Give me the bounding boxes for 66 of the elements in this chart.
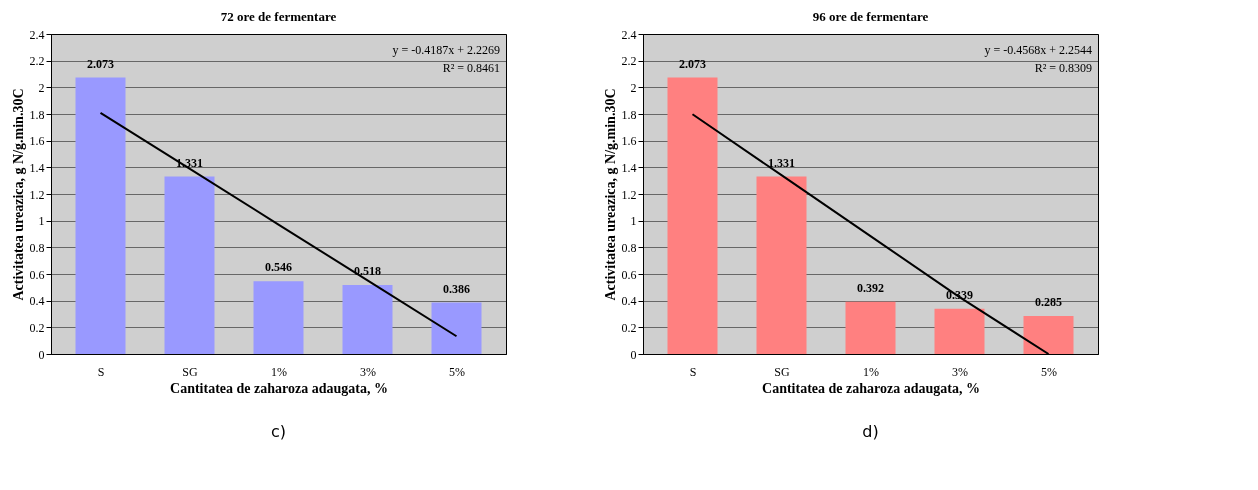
bar (164, 176, 215, 354)
y-tick-label: 0 (38, 347, 45, 362)
x-axis-title: Cantitatea de zaharoza adaugata, % (170, 380, 388, 396)
bar (756, 176, 807, 354)
data-label: 0.546 (265, 260, 292, 275)
data-label: 1.331 (768, 155, 795, 170)
y-tick-label: 2.2 (29, 54, 45, 69)
bar (342, 284, 393, 354)
x-tick-label: S (689, 364, 697, 379)
data-label: 2.073 (87, 56, 114, 71)
text: c) (270, 422, 287, 441)
data-label: 0.518 (354, 263, 381, 278)
x-axis-title: Cantitatea de zaharoza adaugata, % (762, 380, 980, 396)
y-tick-label: 0 (630, 347, 637, 362)
y-tick-label: 1.8 (29, 107, 45, 122)
chart-title: 72 ore de fermentare (220, 9, 337, 24)
annotation: R² = 0.8309 (1034, 61, 1092, 75)
y-tick-label: 0.8 (29, 240, 45, 255)
data-label: 2.073 (679, 56, 706, 71)
y-tick-label: 1 (38, 214, 45, 229)
x-tick-label: 1% (271, 364, 287, 379)
x-tick-label: SG (182, 364, 198, 379)
y-tick-label: 2.4 (29, 27, 45, 42)
data-label: 0.386 (443, 281, 470, 296)
y-tick-label: 1.4 (621, 160, 637, 175)
y-axis-title: Activitatea ureazica, g N/g.min.30C (602, 88, 618, 301)
y-tick-label: 0.4 (29, 294, 45, 309)
y-tick-label: 2 (38, 80, 45, 95)
x-tick-label: 3% (952, 364, 968, 379)
bar (934, 308, 985, 354)
bar (667, 77, 718, 354)
x-tick-label: 1% (863, 364, 879, 379)
data-label: 0.285 (1035, 295, 1062, 309)
y-tick-label: 2.4 (621, 27, 637, 42)
y-tick-label: 1.8 (621, 107, 637, 122)
y-tick-label: 1 (630, 214, 637, 229)
y-tick-label: 1.4 (29, 160, 45, 175)
text: d) (862, 422, 879, 441)
y-tick-label: 0.4 (621, 294, 637, 309)
x-tick-label: SG (774, 364, 790, 379)
y-tick-label: 2.2 (621, 54, 637, 69)
bar (253, 281, 304, 354)
annotation: y = -0.4568x + 2.2544 (984, 43, 1092, 57)
annotation: R² = 0.8461 (442, 61, 500, 75)
x-tick-label: S (97, 364, 105, 379)
bar (75, 77, 126, 354)
bar (431, 302, 482, 354)
y-tick-label: 0.2 (621, 320, 637, 335)
y-tick-label: 0.2 (29, 320, 45, 335)
y-tick-label: 0.8 (621, 240, 637, 255)
y-axis-title: Activitatea ureazica, g N/g.min.30C (10, 88, 26, 301)
chart-title: 96 ore de fermentare (812, 9, 929, 24)
x-tick-label: 5% (1041, 364, 1057, 379)
y-tick-label: 2 (630, 80, 637, 95)
bar (1023, 316, 1074, 354)
y-tick-label: 1.2 (621, 187, 637, 202)
bar (845, 301, 896, 354)
y-tick-label: 1.2 (29, 187, 45, 202)
y-tick-label: 1.6 (29, 134, 45, 149)
x-tick-label: 3% (360, 364, 376, 379)
x-tick-label: 5% (449, 364, 465, 379)
y-tick-label: 1.6 (621, 134, 637, 149)
y-tick-label: 0.6 (621, 267, 637, 282)
y-tick-label: 0.6 (29, 267, 45, 282)
data-label: 0.392 (857, 280, 884, 295)
annotation: y = -0.4187x + 2.2269 (392, 43, 500, 57)
